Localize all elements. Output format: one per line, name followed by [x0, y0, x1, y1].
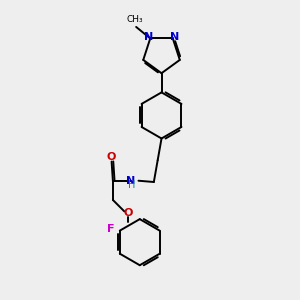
Text: CH₃: CH₃	[127, 15, 143, 24]
Text: N: N	[126, 176, 135, 186]
Text: O: O	[107, 152, 116, 162]
Text: F: F	[107, 224, 114, 234]
Text: N: N	[170, 32, 179, 42]
Text: O: O	[124, 208, 133, 218]
Text: N: N	[144, 32, 153, 42]
Text: H: H	[128, 180, 135, 190]
